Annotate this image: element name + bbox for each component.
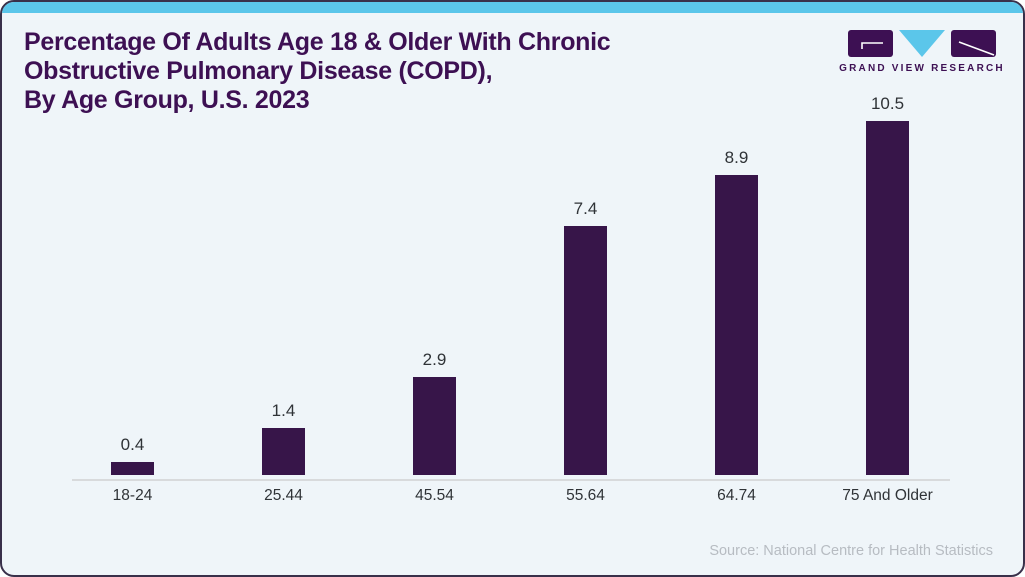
bar [111,462,154,475]
gvr-logo: GRAND VIEW RESEARCH [839,30,1003,74]
bar-column: 2.9 [359,85,510,475]
bar [715,175,758,475]
x-tick-label: 18-24 [112,487,153,504]
bar-value-label: 0.4 [120,435,145,454]
bar [866,121,909,475]
bar-column: 7.4 [510,85,661,475]
bar-value-label: 10.5 [870,94,905,113]
x-tick-label: 45.54 [415,487,454,504]
x-tick-label: 55.64 [566,487,605,504]
bar-value-label: 7.4 [573,199,598,218]
bar-value-label: 2.9 [422,350,447,369]
bar [262,428,305,475]
x-tick-label: 64.74 [717,487,756,504]
top-accent-bar [2,2,1023,13]
source-note: Source: National Centre for Health Stati… [709,543,993,559]
x-tick-label: 75 And Older [842,487,933,504]
bar-column: 0.4 [57,85,208,475]
bar-value-label: 1.4 [271,401,296,420]
bar-column: 1.4 [208,85,359,475]
bar-column: 10.5 [812,85,963,475]
ticks-row: 18-24 25.44 45.54 55.64 64.74 75 And Older [57,487,963,505]
bars-area: 0.4 1.4 2.9 7.4 8.9 10.5 [57,85,963,475]
chart-title: Percentage Of Adults Age 18 & Older With… [24,28,611,114]
bar-column: 8.9 [661,85,812,475]
bar [564,226,607,475]
logo-v-triangle [899,30,945,57]
bar [413,377,456,475]
logo-r-block [951,30,996,57]
gvr-logo-icon [848,30,996,57]
x-tick-label: 25.44 [264,487,303,504]
bar-value-label: 8.9 [724,148,749,167]
x-axis-line [72,479,950,481]
gvr-logo-text: GRAND VIEW RESEARCH [839,63,1005,74]
